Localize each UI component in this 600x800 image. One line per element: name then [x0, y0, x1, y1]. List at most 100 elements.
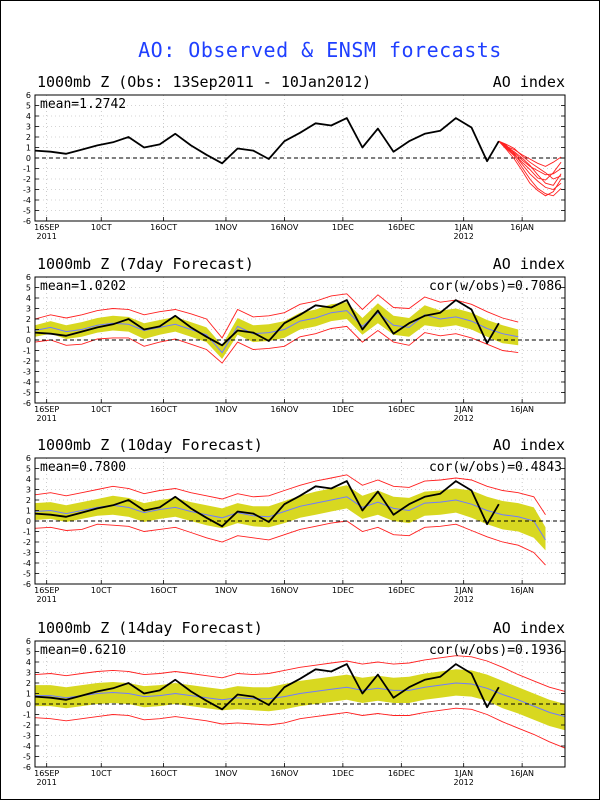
x-tick-label: 10CT: [91, 405, 112, 414]
y-tick-label: 1: [26, 144, 31, 153]
y-tick-label: -1: [23, 711, 31, 720]
ensemble-max-line: [34, 474, 546, 515]
y-tick-label: -3: [23, 368, 31, 377]
x-tick-year-label: 2012: [453, 414, 473, 423]
y-tick-label: -2: [23, 357, 31, 366]
ensemble-max-line: [34, 655, 566, 692]
y-tick-label: 2: [26, 679, 31, 688]
panel-title: 1000mb Z (10day Forecast): [37, 436, 263, 454]
y-tick-label: 1: [26, 690, 31, 699]
x-tick-label: 1DEC: [332, 769, 354, 778]
observed-line: [34, 117, 500, 165]
ensemble-max-line: [34, 293, 519, 339]
y-tick-label: 6: [26, 273, 31, 282]
panel-index-label: AO index: [492, 436, 565, 454]
x-tick-label: 16NOV: [271, 405, 299, 414]
x-tick-label: 1JAN: [454, 405, 473, 414]
ensemble-member-line: [498, 140, 562, 197]
y-tick-label: 5: [26, 284, 31, 293]
x-tick-label: 16OCT: [150, 223, 177, 232]
observed-line: [34, 480, 500, 528]
x-tick-label: 16SEP: [34, 769, 59, 778]
y-tick-label: 3: [26, 305, 31, 314]
x-tick-label: 1NOV: [215, 223, 238, 232]
y-tick-label: 3: [26, 669, 31, 678]
y-tick-label: 2: [26, 133, 31, 142]
ensemble-member-line: [498, 140, 562, 197]
mean-label: mean=1.2742: [40, 97, 126, 112]
x-tick-year-label: 2012: [453, 232, 473, 241]
x-tick-label: 16SEP: [34, 586, 59, 595]
x-tick-label: 16OCT: [150, 586, 177, 595]
correlation-label: cor(w/obs)=0.7086: [429, 279, 562, 294]
y-tick-label: 1: [26, 507, 31, 516]
x-tick-label: 1JAN: [454, 586, 473, 595]
y-tick-label: -4: [23, 742, 31, 751]
y-tick-label: -2: [23, 721, 31, 730]
panel-title: 1000mb Z (7day Forecast): [37, 255, 254, 273]
y-tick-label: 4: [26, 658, 31, 667]
x-tick-label: 16DEC: [388, 769, 415, 778]
ensemble-member-line: [498, 140, 562, 176]
x-tick-year-label: 2012: [453, 778, 473, 787]
x-tick-label: 10CT: [91, 769, 112, 778]
y-tick-label: -6: [23, 399, 31, 408]
x-tick-label: 16SEP: [34, 223, 59, 232]
x-tick-label: 1DEC: [332, 223, 354, 232]
y-tick-label: -2: [23, 538, 31, 547]
y-tick-label: -5: [23, 207, 31, 216]
ensemble-min-line: [34, 707, 566, 749]
y-tick-label: -3: [23, 732, 31, 741]
y-tick-label: 0: [26, 700, 31, 709]
y-tick-label: -4: [23, 196, 31, 205]
panel-title: 1000mb Z (Obs: 13Sep2011 - 10Jan2012): [37, 73, 372, 91]
y-tick-label: -5: [23, 753, 31, 762]
x-tick-label: 16NOV: [271, 223, 299, 232]
x-tick-label: 16NOV: [271, 769, 299, 778]
y-tick-label: -6: [23, 217, 31, 226]
x-tick-label: 1DEC: [332, 586, 354, 595]
ensemble-min-line: [34, 325, 519, 364]
y-tick-label: -4: [23, 559, 31, 568]
panel-title: 1000mb Z (14day Forecast): [37, 619, 263, 637]
ensemble-member-line: [498, 140, 562, 186]
y-tick-label: 3: [26, 123, 31, 132]
y-tick-label: 2: [26, 496, 31, 505]
x-tick-label: 10CT: [91, 586, 112, 595]
y-tick-label: -4: [23, 378, 31, 387]
correlation-label: cor(w/obs)=0.4843: [429, 460, 562, 475]
y-tick-label: 5: [26, 465, 31, 474]
x-tick-label: 1JAN: [454, 223, 473, 232]
y-tick-label: 1: [26, 326, 31, 335]
y-tick-label: 6: [26, 454, 31, 463]
y-tick-label: 0: [26, 154, 31, 163]
x-tick-year-label: 2012: [453, 595, 473, 604]
x-tick-label: 1JAN: [454, 769, 473, 778]
mean-label: mean=1.0202: [40, 279, 126, 294]
x-tick-label: 16JAN: [510, 769, 534, 778]
observed-line: [34, 663, 500, 711]
mean-label: mean=0.6210: [40, 643, 126, 658]
x-tick-label: 1NOV: [215, 769, 238, 778]
y-tick-label: 0: [26, 336, 31, 345]
x-tick-label: 1NOV: [215, 586, 238, 595]
x-tick-label: 16DEC: [388, 586, 415, 595]
y-tick-label: 6: [26, 91, 31, 100]
y-tick-label: -3: [23, 186, 31, 195]
x-tick-label: 16OCT: [150, 769, 177, 778]
ensemble-mean-line: [34, 496, 546, 541]
mean-label: mean=0.7800: [40, 460, 126, 475]
y-tick-label: -6: [23, 580, 31, 589]
ensemble-spread-band: [35, 485, 546, 551]
x-tick-year-label: 2011: [37, 778, 57, 787]
panel-observed: 1000mb Z (Obs: 13Sep2011 - 10Jan2012) AO…: [0, 73, 600, 253]
x-tick-label: 1NOV: [215, 405, 238, 414]
y-tick-label: -1: [23, 528, 31, 537]
